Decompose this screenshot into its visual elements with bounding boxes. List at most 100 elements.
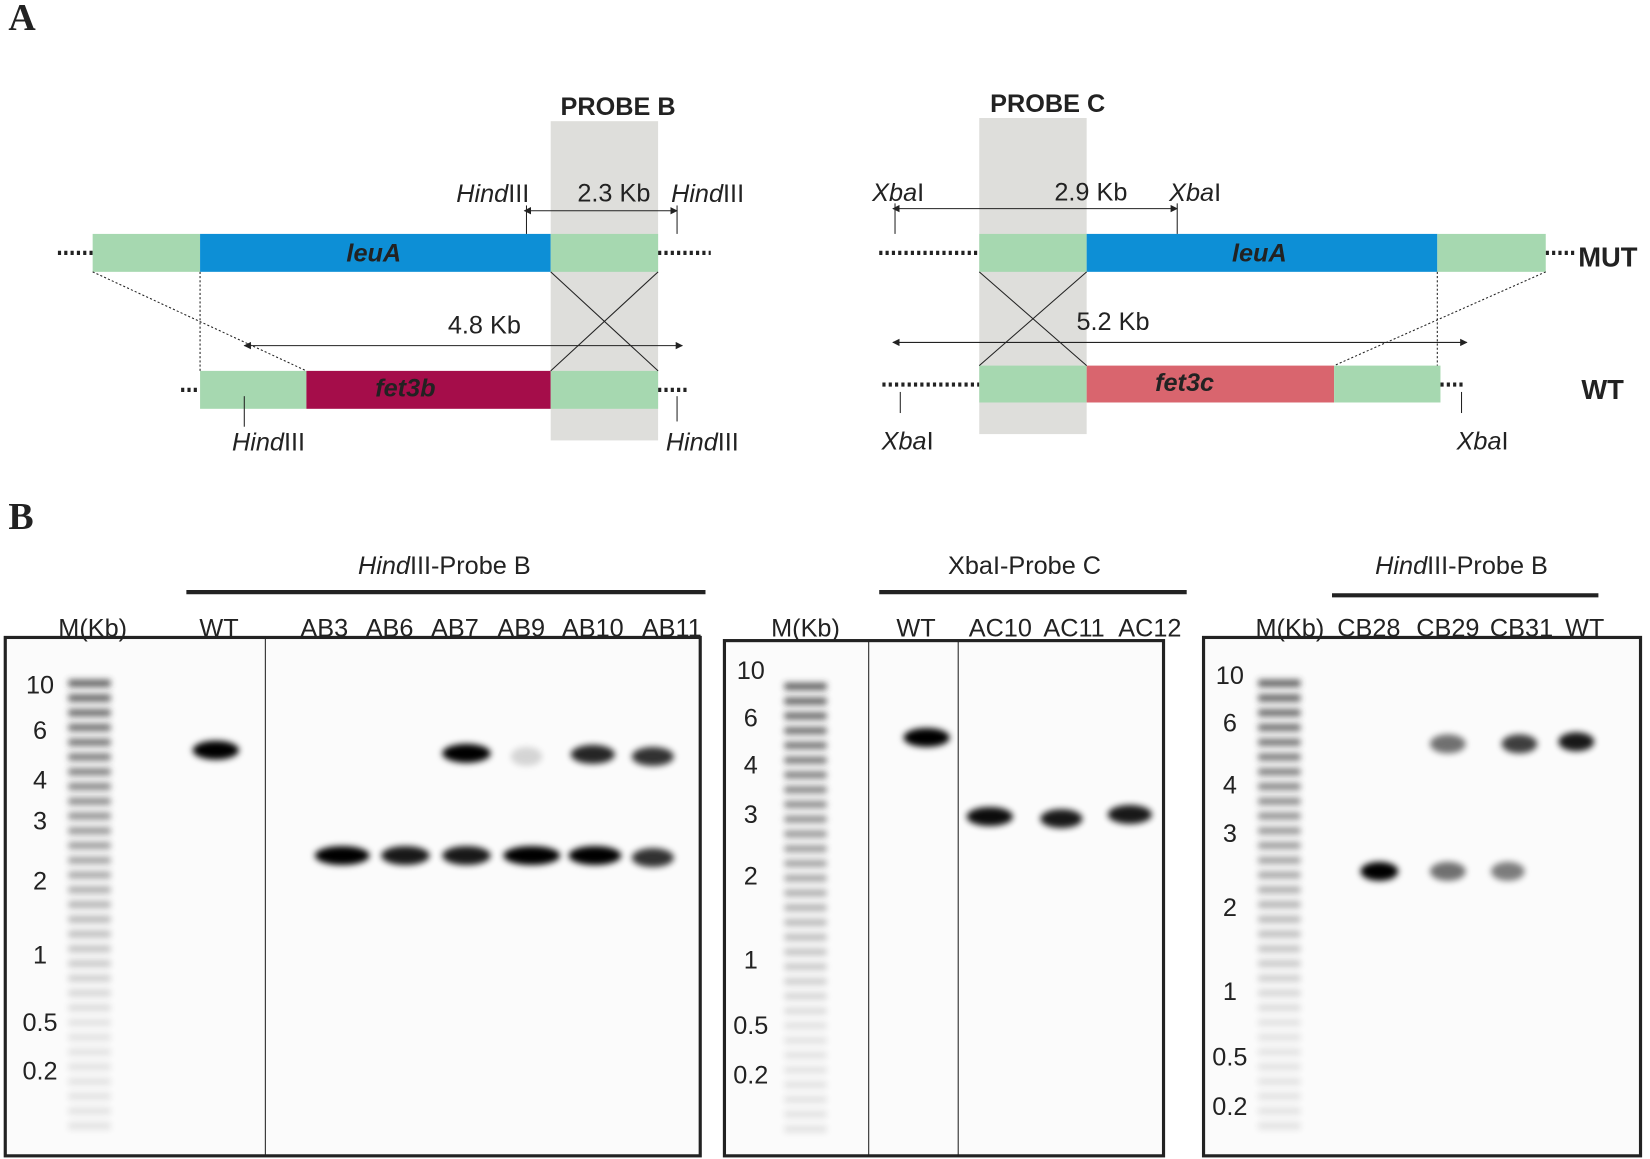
ladder-band (784, 904, 827, 912)
ladder-band (784, 948, 827, 956)
marker-size: 4 (33, 766, 47, 794)
lane-label: AB9 (497, 615, 545, 643)
crossover (550, 271, 659, 372)
flank-region (979, 233, 1087, 272)
ladder-band (784, 697, 827, 705)
ladder-band (68, 1107, 111, 1115)
ladder-band (68, 1004, 111, 1012)
lane-label: CB28 (1337, 615, 1400, 643)
ladder-band (1258, 945, 1301, 953)
ladder-band (1258, 1077, 1301, 1086)
row-label: WT (1581, 374, 1624, 405)
marker-size: 2 (33, 868, 47, 896)
ladder-band (1258, 694, 1301, 702)
ladder-band (68, 1092, 111, 1100)
ladder-band (68, 782, 111, 791)
gel-band (1040, 809, 1083, 829)
ladder-band (68, 738, 111, 746)
marker-size: 2 (744, 862, 758, 890)
site-label-part: I (1214, 179, 1221, 207)
blot-title-part: Hind (1375, 552, 1428, 580)
gel-band (966, 807, 1013, 827)
ladder-band (1258, 1018, 1301, 1027)
marker-size: 0.2 (1212, 1093, 1247, 1121)
gel-band (503, 846, 561, 866)
ladder-band (68, 827, 111, 835)
ladder-band (1258, 827, 1301, 835)
ladder-band (1258, 1048, 1301, 1056)
ladder-band (784, 977, 827, 986)
ladder-band (784, 682, 827, 691)
ladder-band (68, 1033, 111, 1041)
ladder-band (1258, 974, 1301, 982)
site-label-part: I (927, 427, 934, 455)
ladder-band (68, 959, 111, 968)
gene-label: leuA (1232, 240, 1287, 268)
blot-title: HindIII-Probe B (1375, 552, 1548, 580)
lane-label: AC12 (1118, 615, 1181, 643)
ladder-band (784, 712, 827, 720)
ladder-band (784, 815, 827, 823)
gel-band (631, 747, 674, 766)
site-label: XbaI (881, 427, 934, 455)
gene-label: leuA (346, 240, 401, 268)
ladder-band (68, 886, 111, 894)
ladder-band (68, 915, 111, 923)
homology-line (92, 271, 307, 372)
gel-band (631, 848, 674, 868)
lane-label: WT (199, 615, 238, 643)
probe-label: PROBE B (561, 93, 676, 121)
ladder-band (1258, 782, 1301, 791)
ladder-band (68, 945, 111, 953)
blot-title-part: III-Probe B (1427, 552, 1548, 580)
ladder-band (68, 768, 111, 776)
flank-region (550, 233, 659, 272)
ladder-band (1258, 915, 1301, 923)
ladder-band (784, 1036, 827, 1045)
ladder-band (784, 771, 827, 779)
flank-region (200, 370, 307, 409)
ladder-band (784, 756, 827, 764)
ladder-band (1258, 812, 1301, 820)
ladder-band (784, 1051, 827, 1059)
site-label: HindIII (232, 428, 305, 456)
ladder-band (1258, 753, 1301, 761)
gel-band (1429, 734, 1466, 754)
ladder-band (784, 845, 827, 853)
ladder-band (68, 1063, 111, 1071)
flank-region (979, 365, 1087, 403)
gel-band (314, 846, 370, 866)
size-label: 5.2 Kb (1076, 308, 1149, 336)
ladder-band (784, 1022, 827, 1030)
probe-label: PROBE C (990, 90, 1105, 118)
marker-size: 0.5 (22, 1009, 57, 1037)
flank-region (1334, 365, 1441, 403)
site-label-part: III (508, 180, 529, 208)
site-label-part: III (723, 180, 744, 208)
ladder-band (68, 797, 111, 805)
marker-size: 3 (33, 808, 47, 836)
ladder-band (1258, 930, 1301, 938)
site-label: XbaI (871, 179, 924, 207)
site-label-part: Xba (871, 179, 917, 207)
site-label-part: Hind (456, 180, 509, 208)
site-label-part: Xba (1168, 179, 1214, 207)
ladder-band (1258, 989, 1301, 997)
lane-label: AB3 (300, 615, 348, 643)
panel-label: B (8, 496, 33, 538)
ladder-band (68, 753, 111, 761)
lane-label: AB10 (562, 615, 624, 643)
flank-region (550, 370, 659, 409)
ladder-band (1258, 959, 1301, 968)
blot-title-part: III-Probe B (410, 552, 531, 580)
ladder-band (784, 1081, 827, 1089)
site-label: HindIII (666, 428, 739, 456)
row-label: MUT (1578, 241, 1638, 272)
lane-label: AC10 (969, 615, 1032, 643)
ladder-band (1258, 1063, 1301, 1071)
blot-frame (1201, 635, 1643, 1158)
gel-band (568, 846, 622, 866)
ladder-band (68, 1122, 111, 1130)
